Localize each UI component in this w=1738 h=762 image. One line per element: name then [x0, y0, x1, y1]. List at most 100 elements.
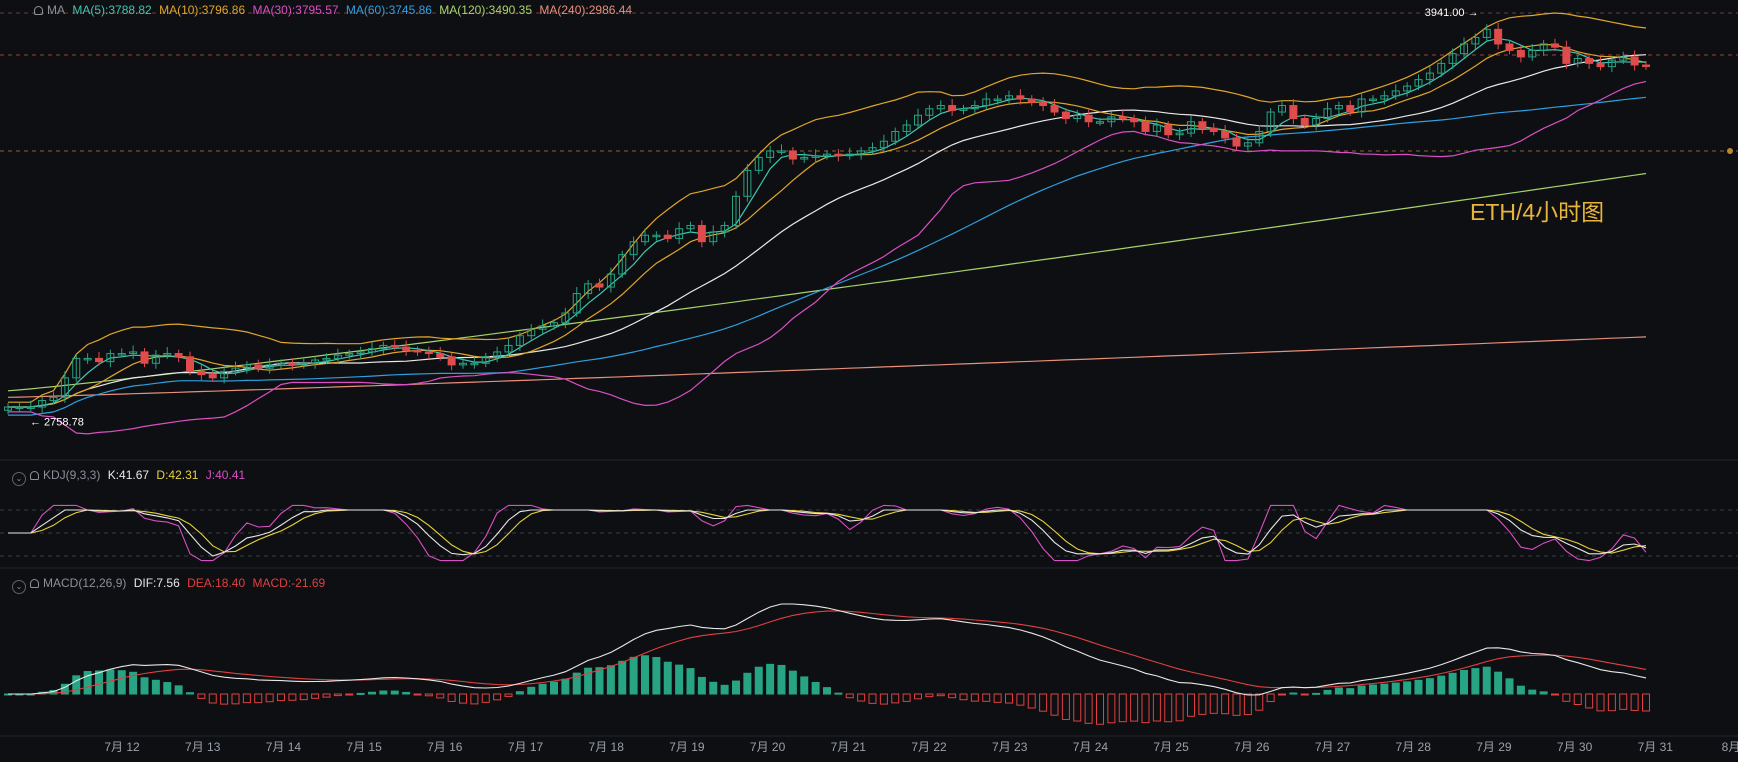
candle-down: [595, 283, 604, 288]
ma120-value: MA(120):3490.35: [439, 3, 533, 17]
candle-down: [140, 351, 149, 364]
candle-down: [788, 150, 797, 160]
macd-bar-negative: [504, 693, 513, 697]
candle-up: [584, 283, 593, 295]
macd-bar-negative: [481, 693, 490, 703]
candle-up: [652, 234, 661, 238]
candle-up: [151, 354, 160, 364]
macd-bar-positive: [766, 663, 775, 695]
macd-bar-positive: [129, 671, 138, 695]
x-axis-label: 7月 13: [185, 740, 221, 754]
candle-up: [618, 254, 627, 275]
macd-histogram: [4, 655, 1650, 725]
macd-bar-negative: [322, 693, 331, 698]
macd-bar-negative: [902, 693, 911, 702]
macd-bar-positive: [1346, 688, 1355, 695]
candle-up: [1403, 85, 1412, 92]
x-axis-label: 7月 29: [1476, 740, 1512, 754]
ma5-line: [8, 38, 1647, 408]
candles: [4, 22, 1650, 415]
candle-up: [515, 335, 524, 346]
macd-bar-positive: [1460, 669, 1468, 695]
macd-bar-negative: [914, 693, 922, 700]
macd-bar-negative: [1084, 693, 1093, 724]
kdj-legend: ⌄ KDJ(9,3,3) K:41.67 D:42.31 J:40.41: [12, 468, 249, 486]
bell-icon[interactable]: [34, 6, 43, 15]
candle-up: [675, 228, 684, 239]
candle-up: [38, 400, 47, 408]
candle-down: [948, 105, 957, 111]
candle-up: [766, 150, 775, 158]
candle-up: [641, 234, 649, 243]
macd-bar-positive: [186, 692, 194, 695]
ma60-value: MA(60):3745.86: [345, 3, 432, 17]
macd-dif-line: [8, 603, 1647, 696]
macd-bar-positive: [1516, 685, 1525, 695]
macd-bar-positive: [1437, 675, 1446, 695]
candle-up: [1607, 59, 1616, 68]
candle-up: [1425, 72, 1434, 81]
bell-icon[interactable]: [30, 471, 39, 480]
macd-bar-negative: [1300, 693, 1309, 696]
boll-lower-line: [8, 80, 1647, 435]
x-axis-label: 8月 1: [1722, 740, 1738, 754]
candle-up: [709, 231, 718, 243]
candle-up: [265, 364, 274, 369]
candle-up: [26, 406, 35, 410]
kdj-k-value: K:41.67: [107, 468, 150, 482]
candle-up: [527, 328, 536, 337]
candle-down: [1585, 58, 1594, 64]
macd-dea-value: DEA:18.40: [187, 576, 246, 590]
macd-bar-negative: [891, 693, 900, 704]
x-axis-label: 7月 15: [346, 740, 382, 754]
macd-bar-negative: [936, 693, 945, 697]
ma60-line: [8, 96, 1647, 416]
kdj-j-value: J:40.41: [205, 468, 246, 482]
macd-bar-positive: [800, 676, 809, 695]
kdj-d-line: [8, 509, 1647, 555]
candle-down: [1130, 118, 1139, 123]
candle-down: [447, 356, 456, 366]
ma-legend: MA MA(5):3788.82 MA(10):3796.86 MA(30):3…: [34, 3, 636, 17]
macd-bar-negative: [299, 693, 308, 701]
x-axis-label: 7月 27: [1315, 740, 1351, 754]
x-axis-label: 7月 23: [992, 740, 1028, 754]
candle-up: [743, 169, 752, 197]
macd-bar-negative: [993, 693, 1002, 703]
macd-bar-positive: [697, 676, 706, 695]
x-axis-label: 7月 31: [1638, 740, 1674, 754]
ma30-value: MA(30):3795.57: [252, 3, 339, 17]
candle-up: [629, 241, 638, 256]
bell-icon[interactable]: [30, 579, 39, 588]
macd-bar-negative: [311, 693, 320, 699]
macd-bar-positive: [777, 664, 786, 695]
macd-bar-positive: [1528, 689, 1537, 695]
macd-label: MACD(12,26,9): [43, 576, 127, 590]
candle-up: [561, 312, 570, 324]
candle-up: [538, 325, 547, 330]
candle-up: [83, 357, 92, 361]
macd-bar-negative: [288, 693, 297, 701]
chevron-down-icon[interactable]: ⌄: [12, 580, 26, 594]
macd-bar-positive: [1448, 672, 1457, 695]
macd-bar-positive: [686, 668, 695, 695]
candle-up: [60, 377, 69, 398]
candle-up: [868, 147, 877, 152]
chevron-down-icon[interactable]: ⌄: [12, 472, 26, 486]
ma10-line: [8, 43, 1647, 408]
candle-up: [481, 356, 490, 364]
macd-bar-positive: [743, 672, 752, 695]
candle-up: [459, 362, 467, 366]
macd-bar-positive: [641, 655, 649, 695]
macd-bar-negative: [436, 693, 445, 699]
macd-bar-negative: [447, 693, 456, 702]
candle-down: [1198, 121, 1207, 129]
macd-bar-negative: [868, 693, 877, 704]
macd-bar-positive: [652, 657, 661, 695]
macd-bar-negative: [277, 693, 285, 702]
macd-bar-positive: [140, 677, 149, 695]
macd-bar-negative: [424, 693, 433, 697]
macd-bar-positive: [72, 675, 81, 695]
macd-bar-negative: [265, 693, 274, 703]
